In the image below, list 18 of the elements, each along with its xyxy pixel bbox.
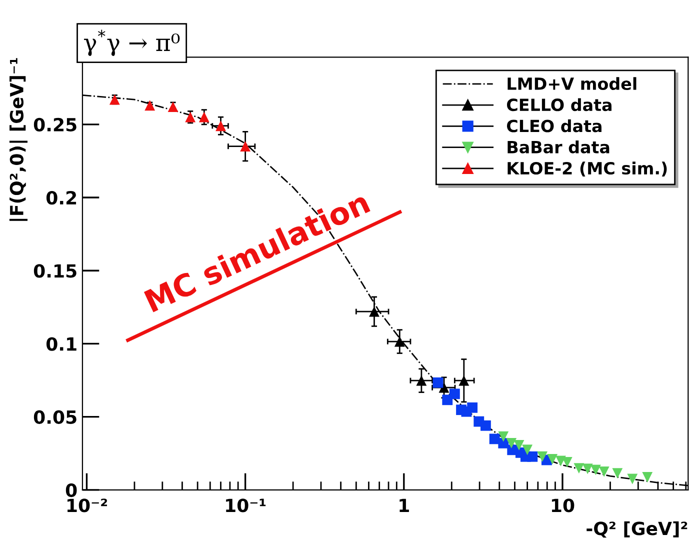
y-tick-label: 0.1: [46, 337, 76, 351]
y-tick-label: 0.2: [46, 190, 76, 205]
legend-label: LMD+V model: [508, 77, 636, 90]
legend-label: CLEO data: [506, 119, 602, 132]
y-tick-label: 0.25: [34, 118, 76, 132]
y-tick-label: 0: [66, 483, 77, 498]
x-tick-label: 10⁻¹: [226, 498, 266, 512]
legend-label: BaBar data: [508, 140, 610, 154]
chart-title: γ$^{*}$γ → π⁰: [84, 30, 180, 56]
x-tick-label: 10⁻²: [67, 498, 107, 512]
x-axis-title: -Q² [GeV]²: [586, 521, 688, 538]
y-axis-title: |F(Q²,0)| [GeV]⁻¹: [9, 58, 28, 221]
y-tick-label: 0.05: [34, 410, 76, 424]
legend-label: CELLO data: [506, 98, 612, 112]
x-tick-label: 10: [552, 498, 574, 512]
y-tick-label: 0.15: [34, 264, 76, 278]
x-tick-label: 1: [400, 498, 409, 512]
legend-label: KLOE-2 (MC sim.): [508, 162, 667, 177]
